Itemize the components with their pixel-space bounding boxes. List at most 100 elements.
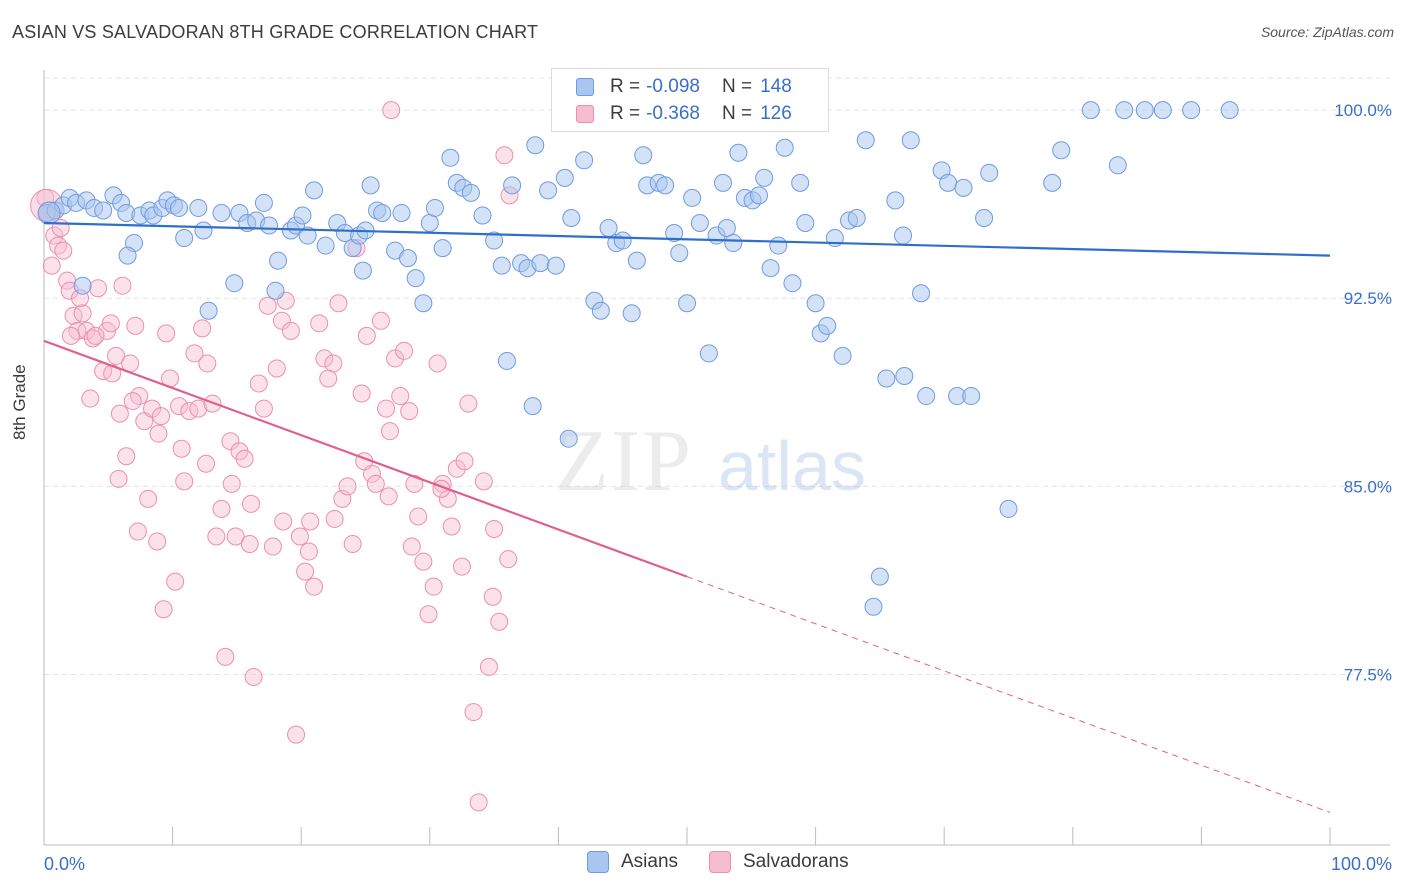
- asian-point: [1081, 101, 1100, 120]
- asian-point: [894, 226, 913, 245]
- salvadoran-point: [110, 404, 129, 423]
- salvadoran-point: [400, 402, 419, 421]
- salvadoran-point: [263, 537, 282, 556]
- asian-point: [523, 397, 542, 416]
- asian-point: [775, 138, 794, 157]
- asian-point: [856, 131, 875, 150]
- salvadoran-point: [424, 577, 443, 596]
- asian-point: [599, 219, 618, 238]
- asian-point: [118, 246, 137, 265]
- salvadoran-point: [152, 407, 171, 426]
- asian-point: [503, 176, 522, 195]
- asian-point: [225, 274, 244, 293]
- salvadoran-point: [109, 469, 128, 488]
- asian-point: [269, 251, 288, 270]
- legend-row-salvadorans: R = -0.368 N = 126: [576, 103, 792, 125]
- asian-point: [912, 284, 931, 303]
- salvadoran-point: [197, 454, 216, 473]
- legend-item-asians[interactable]: Asians: [587, 851, 678, 873]
- legend-n-value: 126: [760, 103, 792, 124]
- salvadoran-point: [272, 311, 291, 330]
- salvadoran-point: [54, 241, 73, 260]
- salvadoran-point: [428, 354, 447, 373]
- asian-point: [877, 369, 896, 388]
- legend-item-salvadorans[interactable]: Salvadorans: [709, 851, 849, 873]
- asian-point: [656, 176, 675, 195]
- asian-point: [954, 178, 973, 197]
- asian-point: [316, 236, 335, 255]
- asian-point: [398, 249, 417, 268]
- salvadoran-point: [305, 577, 324, 596]
- asian-point: [999, 499, 1018, 518]
- asian-point: [531, 254, 550, 273]
- asian-swatch: [587, 851, 609, 873]
- source-label: Source: ZipAtlas.com: [1260, 24, 1394, 40]
- salvadoran-trend-extension: [686, 576, 1331, 813]
- x-tick-labels: 0.0% 100.0%: [44, 854, 1392, 874]
- asian-point: [755, 168, 774, 187]
- salvadoran-point: [380, 422, 399, 441]
- asian-point: [305, 181, 324, 200]
- asian-point: [962, 387, 981, 406]
- salvadoran-point: [240, 535, 259, 554]
- asian-point: [492, 256, 511, 275]
- asian-point: [980, 163, 999, 182]
- salvadoran-point: [319, 369, 338, 388]
- asian-point: [406, 269, 425, 288]
- asian-point: [761, 259, 780, 278]
- salvadoran-point: [170, 397, 189, 416]
- salvadoran-point: [166, 572, 185, 591]
- salvadoran-point: [143, 399, 162, 418]
- asian-point: [260, 216, 279, 235]
- asian-point: [622, 304, 641, 323]
- salvadoran-point: [242, 494, 261, 513]
- asian-point: [433, 239, 452, 258]
- salvadoran-point: [301, 512, 320, 531]
- asian-point: [199, 301, 218, 320]
- asian-point: [497, 351, 516, 370]
- salvadoran-point: [338, 477, 357, 496]
- asian-point: [1182, 101, 1201, 120]
- salvadoran-point: [447, 459, 466, 478]
- legend-n-value: 148: [760, 76, 792, 97]
- salvadoran-point: [258, 296, 277, 315]
- salvadoran-point: [235, 449, 254, 468]
- asian-point: [1108, 156, 1127, 175]
- asian-point: [37, 201, 61, 225]
- salvadoran-point: [474, 472, 493, 491]
- salvadoran-point: [479, 657, 498, 676]
- y-axis-title: 8th Grade: [10, 364, 29, 440]
- asian-point: [266, 281, 285, 300]
- watermark-atlas: atlas: [718, 427, 866, 505]
- salvadoran-point: [315, 349, 334, 368]
- salvadoran-point: [254, 399, 273, 418]
- x-tick-label: 100.0%: [1331, 854, 1392, 874]
- salvadoran-point: [149, 424, 168, 443]
- asian-point: [806, 294, 825, 313]
- salvadoran-point: [226, 527, 245, 546]
- salvadoran-point: [296, 562, 315, 581]
- asian-point: [613, 231, 632, 250]
- asian-point: [750, 186, 769, 205]
- asian-point: [901, 131, 920, 150]
- salvadoran-point: [409, 507, 428, 526]
- salvadoran-point: [366, 474, 385, 493]
- salvadoran-point: [324, 354, 343, 373]
- asian-point: [665, 224, 684, 243]
- legend-r-label: R =: [610, 103, 641, 124]
- asian-point: [690, 213, 709, 232]
- asian-point: [194, 221, 213, 240]
- salvadoran-point: [483, 587, 502, 606]
- asian-point: [420, 213, 439, 232]
- salvadoran-point: [83, 329, 102, 348]
- asian-point: [254, 193, 273, 212]
- salvadoran-point: [402, 537, 421, 556]
- asian-point: [373, 203, 392, 222]
- asian-point: [724, 234, 743, 253]
- legend-n-label: N =: [721, 76, 753, 97]
- salvadoran-point: [89, 279, 108, 298]
- salvadoran-point: [405, 474, 424, 493]
- asian-point: [353, 261, 372, 280]
- asian-point: [293, 206, 312, 225]
